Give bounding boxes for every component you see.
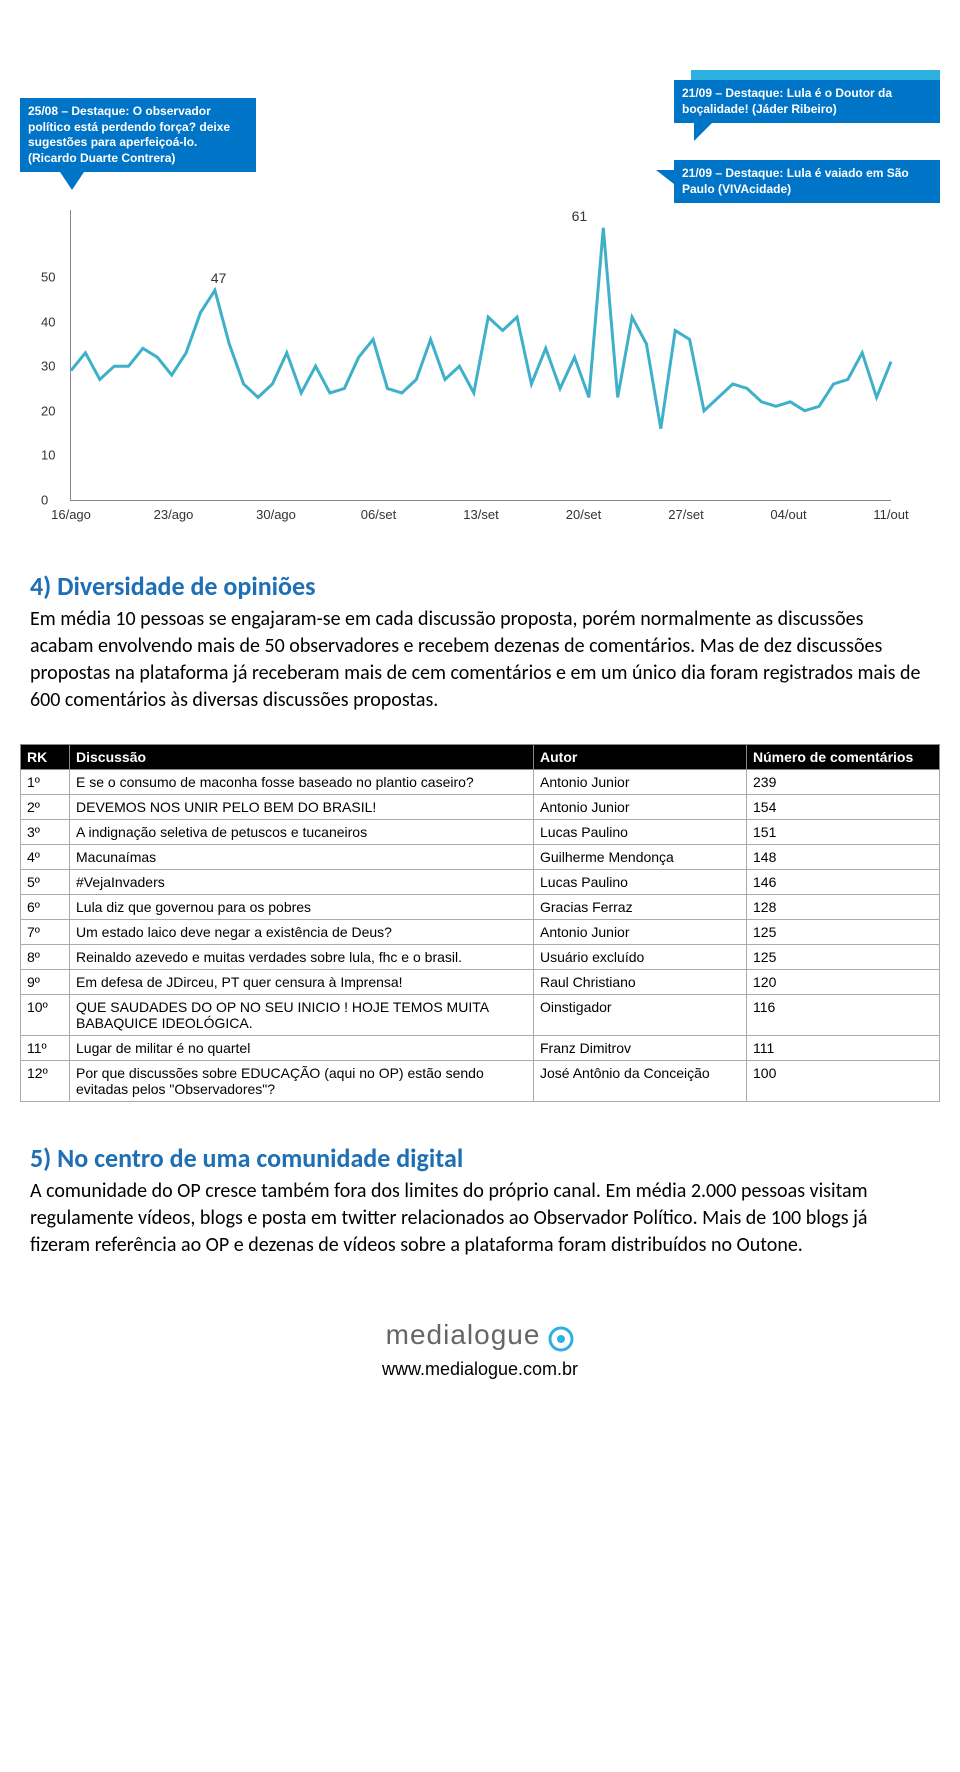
cell-discussao: Lugar de militar é no quartel xyxy=(70,1036,534,1061)
callout-3: 21/09 – Destaque: Lula é vaiado em São P… xyxy=(674,160,940,203)
cell-autor: Raul Christiano xyxy=(534,970,747,995)
cell-discussao: A indignação seletiva de petuscos e tuca… xyxy=(70,820,534,845)
cell-rk: 12º xyxy=(21,1061,70,1102)
xtick-label: 11/out xyxy=(873,507,908,522)
cell-discussao: Macunaímas xyxy=(70,845,534,870)
cell-numero: 154 xyxy=(747,795,940,820)
xtick-label: 16/ago xyxy=(51,507,91,522)
cell-rk: 4º xyxy=(21,845,70,870)
table-row: 2ºDEVEMOS NOS UNIR PELO BEM DO BRASIL!An… xyxy=(21,795,940,820)
cell-autor: Usuário excluído xyxy=(534,945,747,970)
ytick-label: 10 xyxy=(41,448,55,463)
cell-discussao: E se o consumo de maconha fosse baseado … xyxy=(70,770,534,795)
footer-url: www.medialogue.com.br xyxy=(0,1359,960,1380)
cell-discussao: Reinaldo azevedo e muitas verdades sobre… xyxy=(70,945,534,970)
cell-autor: Oinstigador xyxy=(534,995,747,1036)
cell-discussao: Lula diz que governou para os pobres xyxy=(70,895,534,920)
cell-autor: Antonio Junior xyxy=(534,770,747,795)
table-row: 7ºUm estado laico deve negar a existênci… xyxy=(21,920,940,945)
table-row: 8ºReinaldo azevedo e muitas verdades sob… xyxy=(21,945,940,970)
callout-1: 25/08 – Destaque: O observador político … xyxy=(20,98,256,172)
table-header-row: RK Discussão Autor Número de comentários xyxy=(21,745,940,770)
table-row: 11ºLugar de militar é no quartelFranz Di… xyxy=(21,1036,940,1061)
ytick-label: 30 xyxy=(41,359,55,374)
cell-rk: 6º xyxy=(21,895,70,920)
page-footer: medialogue www.medialogue.com.br xyxy=(0,1319,960,1380)
table-row: 3ºA indignação seletiva de petuscos e tu… xyxy=(21,820,940,845)
col-rk: RK xyxy=(21,745,70,770)
section4-body: Em média 10 pessoas se engajaram-se em c… xyxy=(30,606,930,714)
cell-numero: 100 xyxy=(747,1061,940,1102)
cell-numero: 125 xyxy=(747,945,940,970)
line-series xyxy=(71,210,891,500)
cell-rk: 8º xyxy=(21,945,70,970)
cell-numero: 116 xyxy=(747,995,940,1036)
timeline-chart: 25/08 – Destaque: O observador político … xyxy=(20,60,940,530)
cell-autor: Franz Dimitrov xyxy=(534,1036,747,1061)
callout-2: 21/09 – Destaque: Lula é o Doutor da boç… xyxy=(674,80,940,123)
cell-rk: 9º xyxy=(21,970,70,995)
cell-numero: 146 xyxy=(747,870,940,895)
section5-title: 5) No centro de uma comunidade digital xyxy=(30,1142,930,1174)
cell-rk: 10º xyxy=(21,995,70,1036)
cell-autor: Lucas Paulino xyxy=(534,820,747,845)
peak-label: 47 xyxy=(211,270,227,286)
cell-discussao: Um estado laico deve negar a existência … xyxy=(70,920,534,945)
cell-discussao: #VejaInvaders xyxy=(70,870,534,895)
xtick-label: 23/ago xyxy=(154,507,194,522)
ytick-label: 40 xyxy=(41,314,55,329)
col-discussao: Discussão xyxy=(70,745,534,770)
cell-numero: 148 xyxy=(747,845,940,870)
cell-autor: Lucas Paulino xyxy=(534,870,747,895)
col-autor: Autor xyxy=(534,745,747,770)
table-row: 6ºLula diz que governou para os pobresGr… xyxy=(21,895,940,920)
ytick-label: 50 xyxy=(41,269,55,284)
table-row: 10ºQUE SAUDADES DO OP NO SEU INICIO ! HO… xyxy=(21,995,940,1036)
cell-discussao: QUE SAUDADES DO OP NO SEU INICIO ! HOJE … xyxy=(70,995,534,1036)
cell-rk: 1º xyxy=(21,770,70,795)
cell-autor: José Antônio da Conceição xyxy=(534,1061,747,1102)
cell-rk: 7º xyxy=(21,920,70,945)
xtick-label: 13/set xyxy=(463,507,498,522)
cell-rk: 5º xyxy=(21,870,70,895)
cell-numero: 120 xyxy=(747,970,940,995)
table-row: 12ºPor que discussões sobre EDUCAÇÃO (aq… xyxy=(21,1061,940,1102)
cell-numero: 128 xyxy=(747,895,940,920)
xtick-label: 27/set xyxy=(668,507,703,522)
cell-numero: 239 xyxy=(747,770,940,795)
ytick-label: 20 xyxy=(41,403,55,418)
xtick-label: 30/ago xyxy=(256,507,296,522)
section4-title: 4) Diversidade de opiniões xyxy=(30,570,930,602)
cell-autor: Antonio Junior xyxy=(534,920,747,945)
cell-discussao: Em defesa de JDirceu, PT quer censura à … xyxy=(70,970,534,995)
discussions-table: RK Discussão Autor Número de comentários… xyxy=(20,744,940,1102)
xtick-label: 20/set xyxy=(566,507,601,522)
table-row: 1ºE se o consumo de maconha fosse basead… xyxy=(21,770,940,795)
section5-body: A comunidade do OP cresce também fora do… xyxy=(30,1178,930,1259)
table-row: 9ºEm defesa de JDirceu, PT quer censura … xyxy=(21,970,940,995)
cell-rk: 11º xyxy=(21,1036,70,1061)
xtick-label: 06/set xyxy=(361,507,396,522)
chart-plot-area: 0102030405016/ago23/ago30/ago06/set13/se… xyxy=(70,210,891,501)
cell-discussao: Por que discussões sobre EDUCAÇÃO (aqui … xyxy=(70,1061,534,1102)
peak-label: 61 xyxy=(572,208,588,224)
cell-rk: 2º xyxy=(21,795,70,820)
footer-brand: medialogue xyxy=(386,1319,541,1350)
cell-autor: Gracias Ferraz xyxy=(534,895,747,920)
cell-numero: 125 xyxy=(747,920,940,945)
cell-autor: Antonio Junior xyxy=(534,795,747,820)
table-row: 5º#VejaInvadersLucas Paulino146 xyxy=(21,870,940,895)
cell-autor: Guilherme Mendonça xyxy=(534,845,747,870)
ytick-label: 0 xyxy=(41,493,48,508)
cell-numero: 151 xyxy=(747,820,940,845)
cell-rk: 3º xyxy=(21,820,70,845)
cell-numero: 111 xyxy=(747,1036,940,1061)
col-numero: Número de comentários xyxy=(747,745,940,770)
table-row: 4ºMacunaímasGuilherme Mendonça148 xyxy=(21,845,940,870)
xtick-label: 04/out xyxy=(770,507,806,522)
footer-logo-icon xyxy=(548,1326,574,1355)
cell-discussao: DEVEMOS NOS UNIR PELO BEM DO BRASIL! xyxy=(70,795,534,820)
